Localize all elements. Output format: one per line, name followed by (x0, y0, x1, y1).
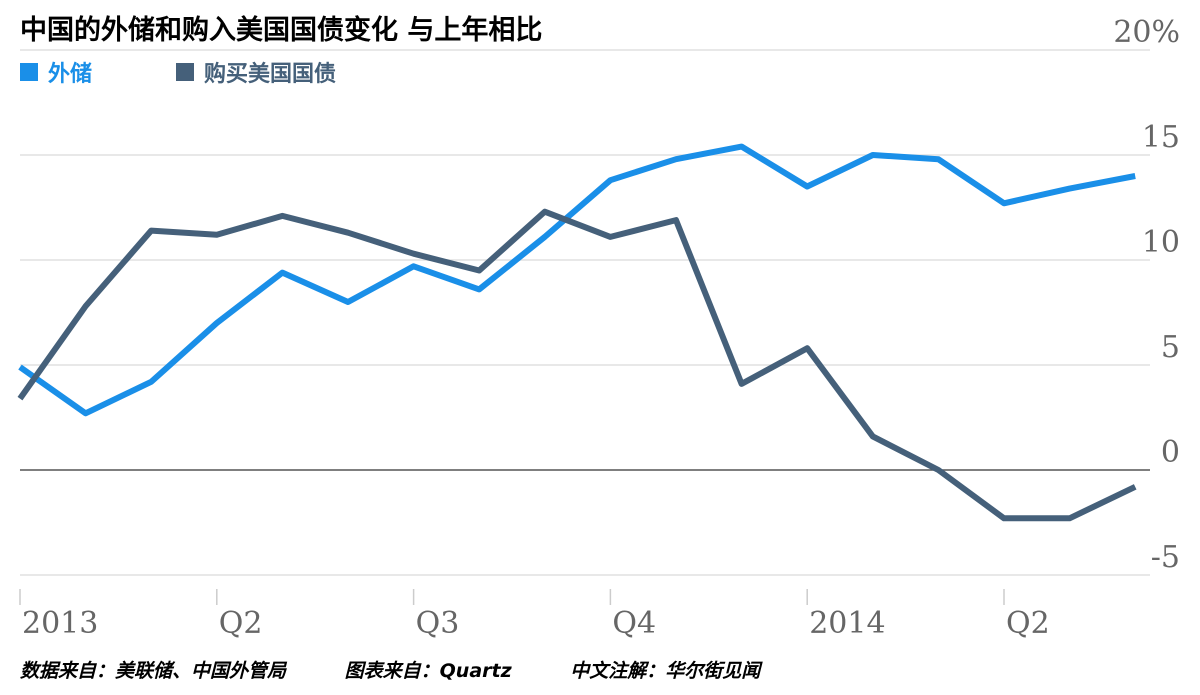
series-line-us-treasuries (17, 208, 1137, 522)
x-tick-label-2: Q3 (416, 606, 460, 641)
legend-item-us-treasuries: 购买美国国债 (176, 56, 336, 88)
source-chart: 图表来自：Quartz (344, 660, 512, 682)
x-tick-label-0: 2013 (22, 606, 98, 641)
source-note: 数据来自：美联储、中国外管局 图表来自：Quartz 中文注解：华尔街见闻 (20, 656, 812, 683)
y-tick-label-2: 10 (1142, 225, 1180, 260)
source-data: 数据来自：美联储、中国外管局 (20, 660, 287, 682)
y-tick-label-0: 20% (1113, 15, 1180, 50)
legend-swatch-fx-reserves (20, 63, 38, 81)
y-tick-label-4: 0 (1161, 435, 1180, 470)
legend-label-fx-reserves: 外储 (48, 62, 93, 87)
source-translation: 中文注解：华尔街见闻 (570, 660, 761, 682)
legend-label-us-treasuries: 购买美国国债 (204, 62, 337, 87)
y-tick-label-1: 15 (1142, 120, 1180, 155)
gridlines (19, 49, 1150, 605)
y-tick-label-3: 5 (1161, 330, 1180, 365)
x-axis-labels: 2013 Q2 Q3 Q4 2014 Q2 (22, 606, 1050, 641)
legend-swatch-us-treasuries (176, 63, 194, 81)
x-tick-label-5: Q2 (1006, 606, 1050, 641)
y-axis-labels: 20% 15 10 5 0 -5 (1113, 15, 1180, 575)
x-tick-label-1: Q2 (219, 606, 263, 641)
x-tick-label-4: 2014 (809, 606, 885, 641)
series-lines (17, 143, 1137, 522)
y-tick-label-5: -5 (1151, 540, 1180, 575)
series-line-fx-reserves (18, 143, 1136, 417)
x-tick-label-3: Q4 (612, 606, 656, 641)
chart-title: 中国的外储和购入美国国债变化 与上年相比 (20, 15, 543, 46)
legend-item-fx-reserves: 外储 (20, 56, 92, 88)
